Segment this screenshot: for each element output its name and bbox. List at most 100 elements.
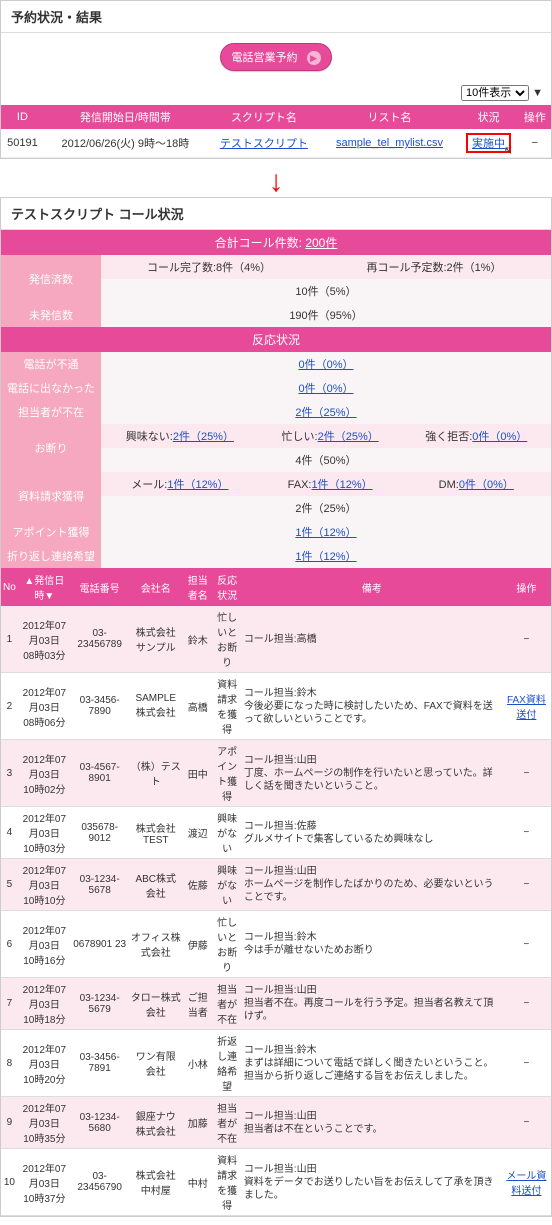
log-dt: 2012年07月03日10時37分 [18, 1149, 71, 1216]
log-tel: 03-3456-7890 [71, 673, 129, 740]
log-react: 資料請求を獲得 [212, 673, 241, 740]
react-val: 0件（0%） [101, 352, 551, 376]
log-react: 資料請求を獲得 [212, 1149, 241, 1216]
log-memo: コール担当:鈴木今後必要になった時に検討したいため、FAXで資料を送って欲しいと… [242, 673, 502, 740]
react-label: 折り返し連絡希望 [1, 544, 101, 568]
log-table: No▲発信日時▼電話番号会社名担当者名反応状況備考操作1 2012年07月03日… [1, 568, 551, 1216]
log-op: メール資料送付 [502, 1149, 551, 1216]
page-size-select[interactable]: 10件表示 [461, 85, 529, 101]
log-react: 担当者が不在 [212, 1097, 241, 1149]
react-val: DM:0件（0%） [402, 472, 551, 496]
react-val: FAX:1件（12%） [259, 472, 402, 496]
cell-list: sample_tel_mylist.csv [321, 129, 458, 158]
log-person: ご担当者 [183, 978, 212, 1030]
op-link[interactable]: FAX資料送付 [507, 695, 546, 721]
log-co: SAMPLE株式会社 [128, 673, 183, 740]
react-label: お断り [1, 424, 101, 472]
log-memo: コール担当:山田資料をデータでお送りしたい旨をお伝えして了承を頂きました。 [242, 1149, 502, 1216]
op-link[interactable]: メール資料送付 [506, 1171, 546, 1197]
log-no: 5 [1, 859, 18, 911]
log-tel: 03-3456-7891 [71, 1030, 129, 1097]
pager-down-icon[interactable]: ▼ [532, 87, 543, 99]
log-tel: 0678901 23 [71, 911, 129, 978]
count-link[interactable]: 2件（25%） [295, 407, 356, 419]
log-header: 反応状況 [212, 568, 241, 606]
log-dt: 2012年07月03日08時06分 [18, 673, 71, 740]
log-no: 4 [1, 807, 18, 859]
count-link[interactable]: 2件（25%） [173, 431, 234, 443]
log-header: No [1, 568, 18, 606]
count-link[interactable]: 0件（0%） [298, 359, 353, 371]
cell-script: テストスクリプト [207, 129, 321, 158]
log-dt: 2012年07月03日10時16分 [18, 911, 71, 978]
col-header: 操作 [519, 105, 551, 129]
tel-reserve-button[interactable]: 電話営業予約 ▶ [220, 43, 331, 71]
react-val: 忙しい:2件（25%） [259, 424, 402, 448]
react-bar: 反応状況 [1, 327, 551, 352]
log-tel: 03-23456790 [71, 1149, 129, 1216]
react-val: 1件（12%） [101, 520, 551, 544]
count-link[interactable]: 1件（12%） [167, 479, 228, 491]
log-person: 小林 [183, 1030, 212, 1097]
count-link[interactable]: 0件（0%） [298, 383, 353, 395]
cell-id: 50191 [1, 129, 44, 158]
cell-date: 2012/06/26(火) 9時～18時 [44, 129, 207, 158]
log-person: 田中 [183, 740, 212, 807]
col-header: 状況 [458, 105, 519, 129]
count-link[interactable]: 1件（12%） [295, 527, 356, 539]
total-link[interactable]: 200件 [305, 236, 337, 250]
script-link[interactable]: テストスクリプト [220, 138, 308, 150]
log-op: − [502, 911, 551, 978]
tel-reserve-label: 電話営業予約 [231, 52, 297, 64]
detail-title: テストスクリプト コール状況 [1, 198, 551, 230]
status-link[interactable]: 実施中 [472, 138, 505, 150]
log-no: 7 [1, 978, 18, 1030]
log-co: ABC株式会社 [128, 859, 183, 911]
log-row: 6 2012年07月03日10時16分 0678901 23 オフィス株式会社 … [1, 911, 551, 978]
react-label: 電話が不通 [1, 352, 101, 376]
call-stats: 発信済数コール完了数:8件（4%）再コール予定数:2件（1%）10件（5%）未発… [1, 255, 551, 327]
col-header: 発信開始日/時間帯 [44, 105, 207, 129]
log-person: 渡辺 [183, 807, 212, 859]
react-label: 担当者が不在 [1, 400, 101, 424]
log-row: 5 2012年07月03日10時10分 03-1234-5678 ABC株式会社… [1, 859, 551, 911]
count-link[interactable]: 0件（0%） [459, 479, 514, 491]
total-bar: 合計コール件数: 200件 [1, 230, 551, 255]
log-header: 備考 [242, 568, 502, 606]
log-op: − [502, 807, 551, 859]
stat-val: コール完了数:8件（4%） [101, 255, 317, 279]
log-dt: 2012年07月03日10時20分 [18, 1030, 71, 1097]
log-memo: コール担当:鈴木まずは詳細について電話で詳しく聞きたいということ。担当から折り返… [242, 1030, 502, 1097]
log-dt: 2012年07月03日10時03分 [18, 807, 71, 859]
list-link[interactable]: sample_tel_mylist.csv [336, 137, 443, 149]
count-link[interactable]: 1件（12%） [311, 479, 372, 491]
count-link[interactable]: 1件（12%） [295, 551, 356, 563]
log-person: 佐藤 [183, 859, 212, 911]
log-memo: コール担当:佐藤グルメサイトで集客しているため興味なし [242, 807, 502, 859]
log-person: 伊藤 [183, 911, 212, 978]
stat-val: 再コール予定数:2件（1%） [317, 255, 551, 279]
reservation-title: 予約状況・結果 [1, 1, 551, 33]
reservation-table: ID発信開始日/時間帯スクリプト名リスト名状況操作 50191 2012/06/… [1, 105, 551, 158]
log-co: タロー株式会社 [128, 978, 183, 1030]
log-memo: コール担当:山田ホームページを制作したばかりのため、必要ないということです。 [242, 859, 502, 911]
count-link[interactable]: 0件（0%） [472, 431, 527, 443]
log-tel: 03-1234-5679 [71, 978, 129, 1030]
log-dt: 2012年07月03日10時02分 [18, 740, 71, 807]
cursor-icon: ↖ [504, 144, 513, 157]
log-no: 3 [1, 740, 18, 807]
log-memo: コール担当:山田丁度、ホームページの制作を行いたいと思っていた。詳しく話を聞きた… [242, 740, 502, 807]
detail-block: テストスクリプト コール状況 合計コール件数: 200件 発信済数コール完了数:… [0, 197, 552, 1217]
log-co: （株）テスト [128, 740, 183, 807]
log-row: 8 2012年07月03日10時20分 03-3456-7891 ワン有限会社 … [1, 1030, 551, 1097]
count-link[interactable]: 2件（25%） [318, 431, 379, 443]
log-header: 担当者名 [183, 568, 212, 606]
log-memo: コール担当:山田担当者は不在ということです。 [242, 1097, 502, 1149]
log-row: 4 2012年07月03日10時03分 035678-9012 株式会社TEST… [1, 807, 551, 859]
log-memo: コール担当:高橋 [242, 606, 502, 673]
log-memo: コール担当:山田担当者不在。再度コールを行う予定。担当者名教えて頂けず。 [242, 978, 502, 1030]
log-header[interactable]: ▲発信日時▼ [18, 568, 71, 606]
react-val: 興味ない:2件（25%） [101, 424, 259, 448]
log-row: 10 2012年07月03日10時37分 03-23456790 株式会社中村屋… [1, 1149, 551, 1216]
log-person: 鈴木 [183, 606, 212, 673]
